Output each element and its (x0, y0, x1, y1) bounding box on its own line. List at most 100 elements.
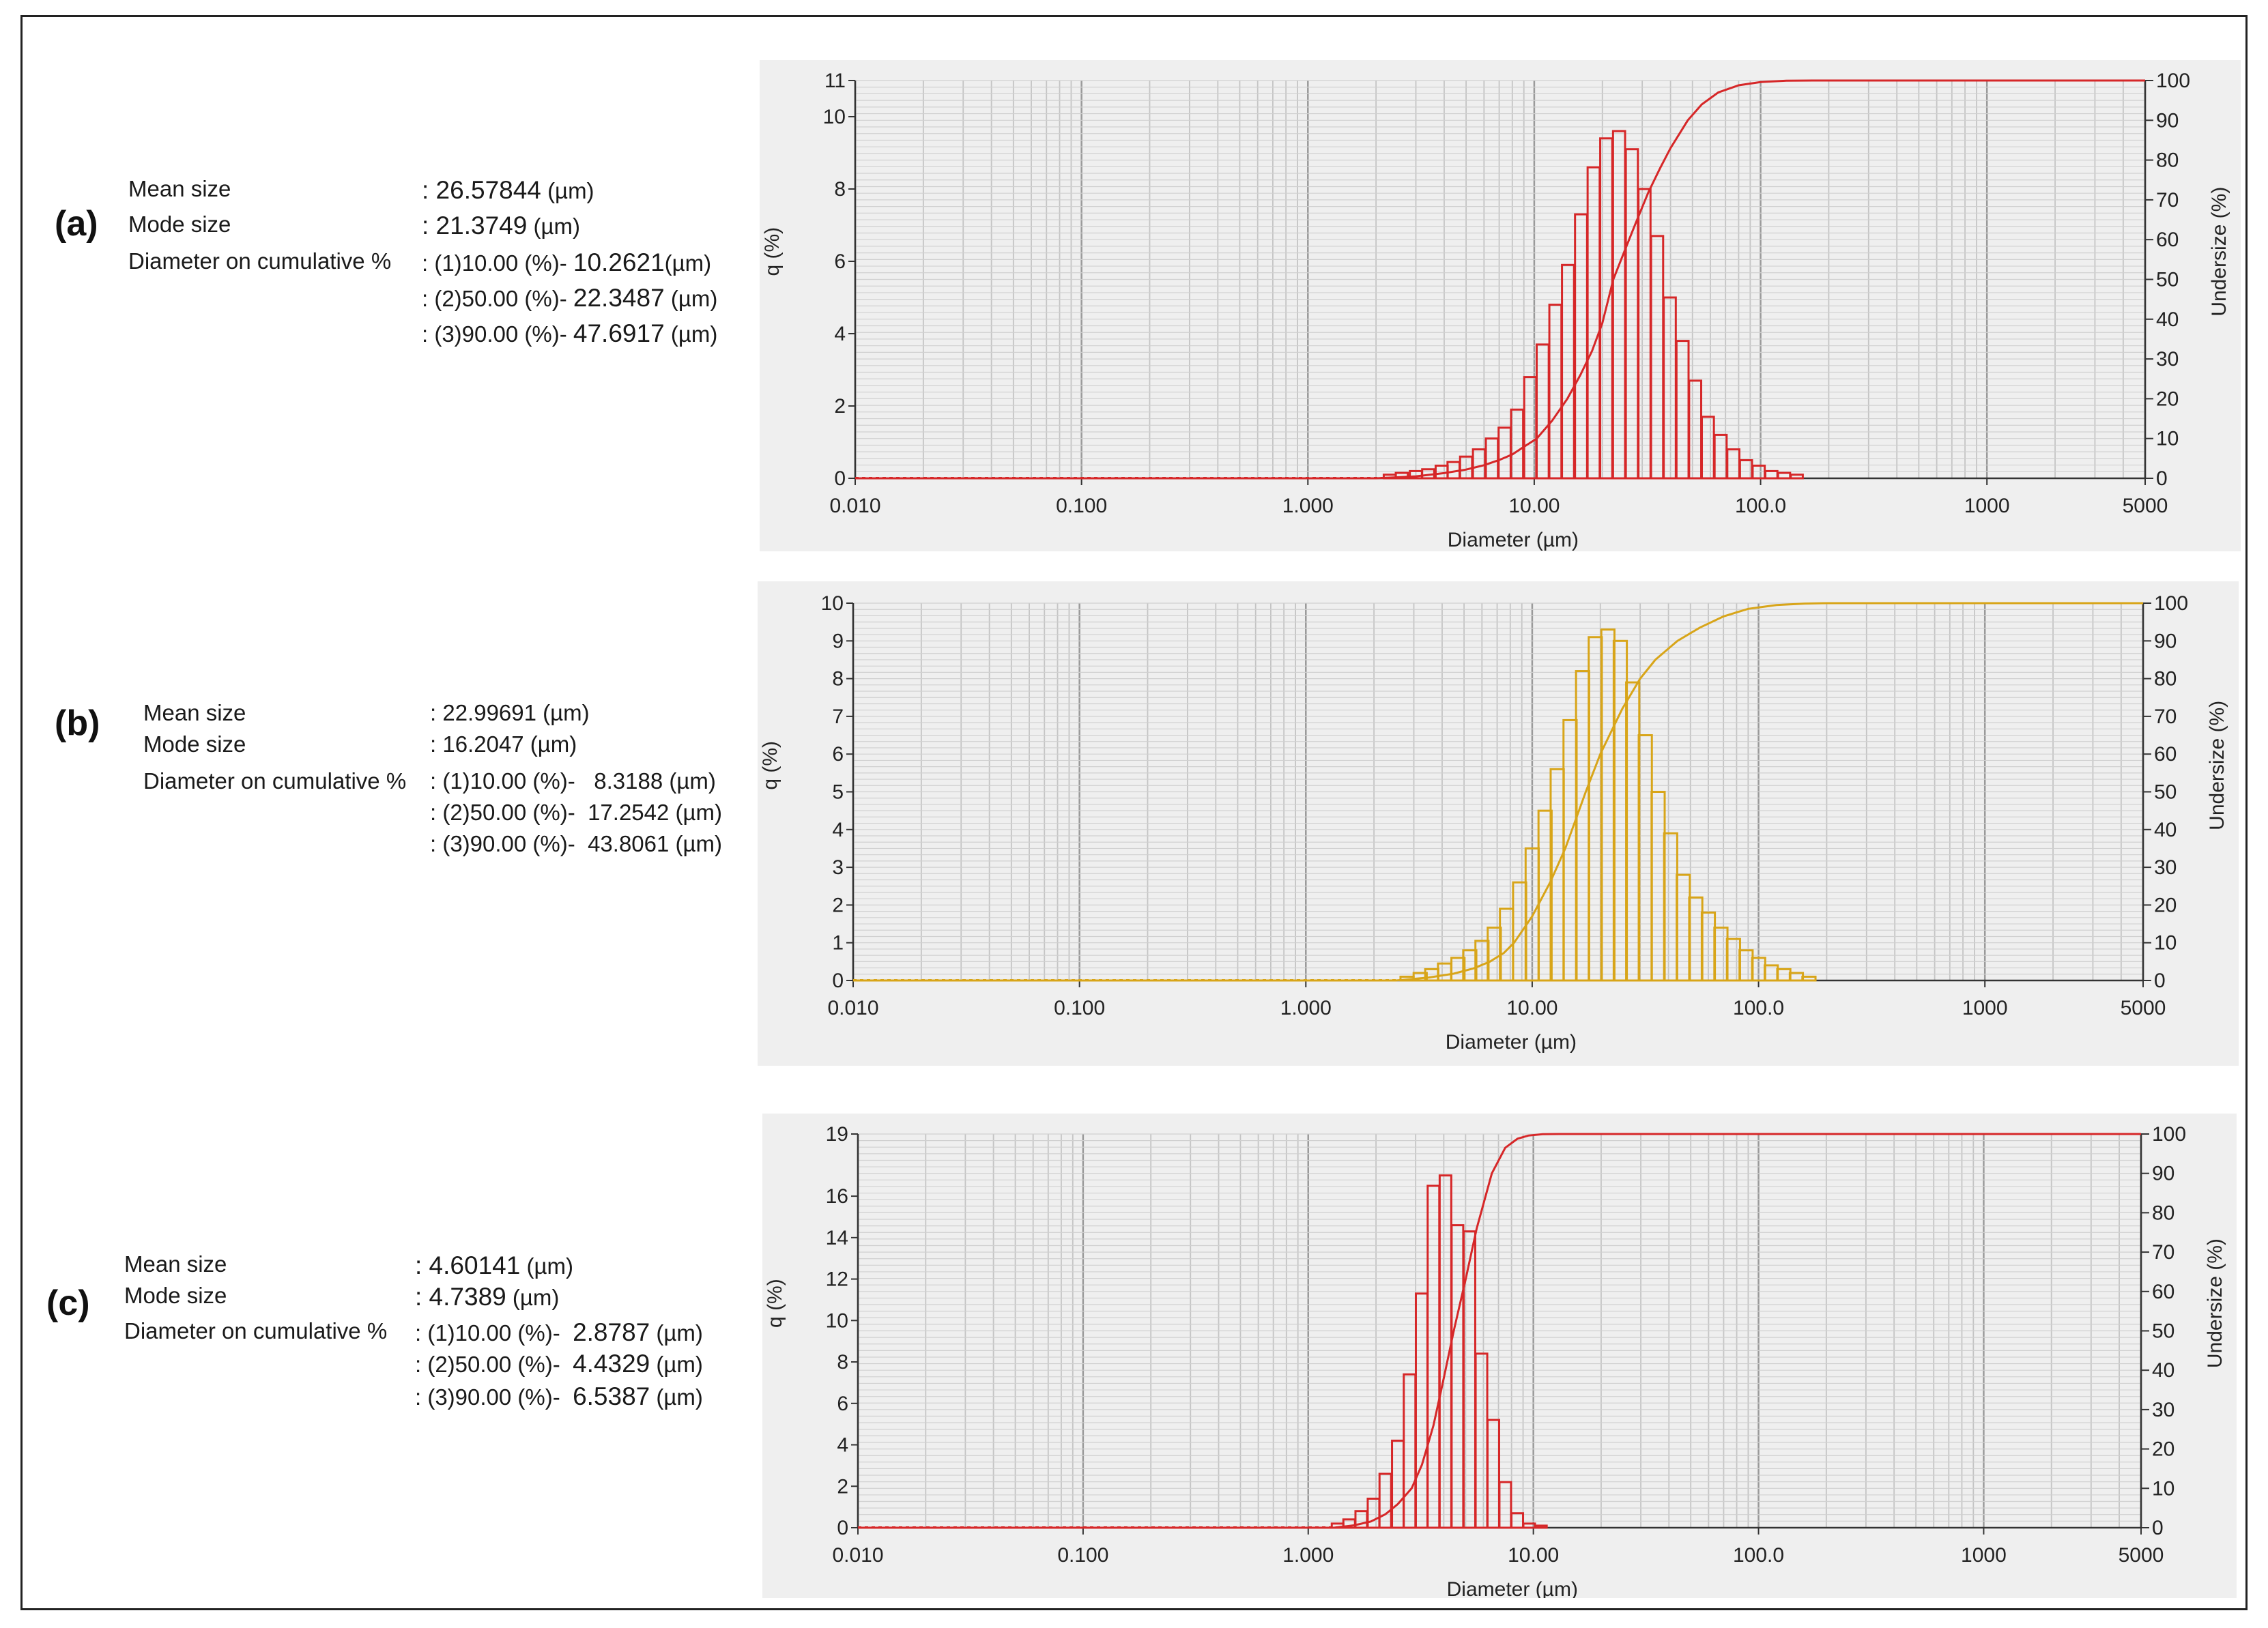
y2-tick-label: 70 (2156, 189, 2179, 212)
y-tick-label: 16 (826, 1185, 848, 1208)
y-tick-label: 8 (837, 1351, 848, 1373)
y2-tick-label: 60 (2154, 743, 2177, 766)
y2-tick-label: 20 (2154, 894, 2177, 916)
y-tick-label: 19 (826, 1123, 848, 1146)
y2-tick-label: 50 (2154, 781, 2177, 804)
panel-label-a: (a) (55, 204, 98, 244)
y2-tick-label: 60 (2156, 229, 2179, 251)
y2-tick-label: 100 (2156, 70, 2190, 92)
y2-tick-label: 100 (2154, 592, 2188, 615)
y-tick-label: 8 (832, 668, 844, 691)
cumulative-d10: : (1)10.00 (%)- 8.3188 (µm) (430, 768, 716, 794)
y-axis-title: q (%) (764, 1279, 786, 1328)
mean-size-value: : 26.57844 (µm) (422, 176, 594, 204)
chart-c: 0.010 0.100 1.000 10.00 100.0 1000 5000 0 2 4 6 8 10… (762, 1114, 2237, 1598)
y-axis-title: q (%) (759, 741, 781, 790)
y2-tick-label: 0 (2154, 970, 2166, 992)
mode-size-label: Mode size (124, 1283, 227, 1308)
x-tick-label: 10.00 (1508, 495, 1560, 517)
y2-tick-label: 70 (2152, 1241, 2174, 1264)
chart-svg: 0.010 0.100 1.000 10.00 100.0 1000 50000246810… (762, 1114, 2237, 1598)
x-axis-title: Diameter (µm) (1447, 1578, 1578, 1598)
y-tick-label: 6 (832, 743, 844, 766)
y-tick-label: 10 (826, 1309, 848, 1332)
x-tick-label: 0.010 (832, 1544, 883, 1567)
x-tick-label: 0.100 (1054, 997, 1105, 1019)
y2-tick-label: 50 (2156, 269, 2179, 291)
cumulative-d90: : (3)90.00 (%)- 6.5387 (µm) (415, 1382, 703, 1410)
cumulative-d50: : (2)50.00 (%)- 4.4329 (µm) (415, 1350, 703, 1378)
x-tick-label: 1.000 (1280, 997, 1332, 1019)
x-tick-label: 100.0 (1735, 495, 1786, 517)
y-tick-label: 7 (832, 706, 844, 728)
cumulative-curve (858, 1133, 2141, 1529)
cumulative-d50: : (2)50.00 (%)- 22.3487 (µm) (422, 284, 718, 312)
cumulative-d50: : (2)50.00 (%)- 17.2542 (µm) (430, 800, 723, 825)
y2-tick-label: 90 (2154, 630, 2177, 652)
y-tick-label: 4 (837, 1434, 848, 1457)
y2-tick-label: 20 (2152, 1438, 2174, 1461)
bars (1399, 628, 1817, 982)
y2-tick-label: 30 (2156, 348, 2179, 370)
x-tick-label: 1000 (1962, 997, 2008, 1019)
y2-tick-label: 50 (2152, 1320, 2174, 1343)
bar (1801, 975, 1817, 982)
x-tick-label: 1000 (1964, 495, 2010, 517)
y-tick-label: 6 (837, 1393, 848, 1415)
bar (1486, 1419, 1500, 1529)
mode-size-value: : 4.7389 (µm) (415, 1283, 560, 1311)
chart-a: 0.010 0.100 1.000 10.00 100.0 1000 5000 0 2 4 6 8 10… (760, 60, 2241, 551)
panel-label-c: (c) (46, 1283, 90, 1323)
x-tick-label: 5000 (2119, 1544, 2164, 1567)
y2-axis-title: Undersize (%) (2206, 701, 2228, 830)
y2-tick-label: 80 (2154, 668, 2177, 691)
mode-size-label: Mode size (143, 731, 246, 757)
y2-tick-label: 0 (2152, 1517, 2164, 1539)
y-tick-label: 10 (821, 592, 844, 615)
y-tick-label: 6 (834, 250, 846, 273)
bar (1534, 1524, 1548, 1529)
cumulative-d90: : (3)90.00 (%)- 47.6917 (µm) (422, 319, 718, 347)
y2-tick-label: 100 (2152, 1123, 2186, 1146)
x-tick-label: 0.100 (1056, 495, 1107, 517)
bar (1510, 1512, 1525, 1529)
x-tick-label: 0.010 (829, 495, 880, 517)
cumulative-curve (855, 79, 2145, 480)
x-tick-label: 100.0 (1733, 997, 1784, 1019)
y-tick-label: 1 (832, 932, 844, 955)
y2-tick-label: 30 (2154, 856, 2177, 879)
x-axis-title: Diameter (µm) (1446, 1031, 1577, 1053)
grid (852, 602, 2144, 981)
y-tick-label: 4 (832, 819, 844, 841)
y2-tick-label: 30 (2152, 1399, 2174, 1421)
y-tick-label: 3 (832, 856, 844, 879)
y2-tick-label: 20 (2156, 388, 2179, 410)
cumulative-curve (853, 602, 2143, 982)
x-tick-label: 1000 (1961, 1544, 2007, 1567)
x-tick-label: 5000 (2123, 495, 2168, 517)
cumulative-label: Diameter on cumulative % (128, 248, 392, 274)
y2-tick-label: 90 (2156, 109, 2179, 132)
x-tick-label: 1.000 (1282, 1544, 1334, 1567)
bar (1394, 471, 1409, 480)
cumulative-d90: : (3)90.00 (%)- 43.8061 (µm) (430, 831, 723, 856)
bar (1450, 957, 1466, 982)
y-tick-label: 8 (834, 178, 846, 201)
mean-size-label: Mean size (128, 176, 231, 201)
grid (854, 80, 2147, 479)
y2-tick-label: 10 (2152, 1477, 2174, 1500)
y2-tick-label: 0 (2156, 467, 2168, 490)
bar (1510, 408, 1525, 480)
y2-tick-label: 40 (2156, 308, 2179, 331)
x-tick-label: 10.00 (1508, 1544, 1559, 1567)
y2-tick-label: 10 (2156, 428, 2179, 450)
x-tick-label: 0.010 (827, 997, 878, 1019)
y2-axis-title: Undersize (%) (2208, 187, 2230, 317)
y-tick-label: 12 (826, 1268, 848, 1291)
y2-tick-label: 40 (2154, 819, 2177, 841)
mean-size-label: Mean size (143, 700, 246, 725)
x-tick-label: 5000 (2121, 997, 2166, 1019)
x-tick-label: 100.0 (1733, 1544, 1784, 1567)
y-tick-label: 9 (832, 630, 844, 652)
y2-tick-label: 90 (2152, 1163, 2174, 1185)
